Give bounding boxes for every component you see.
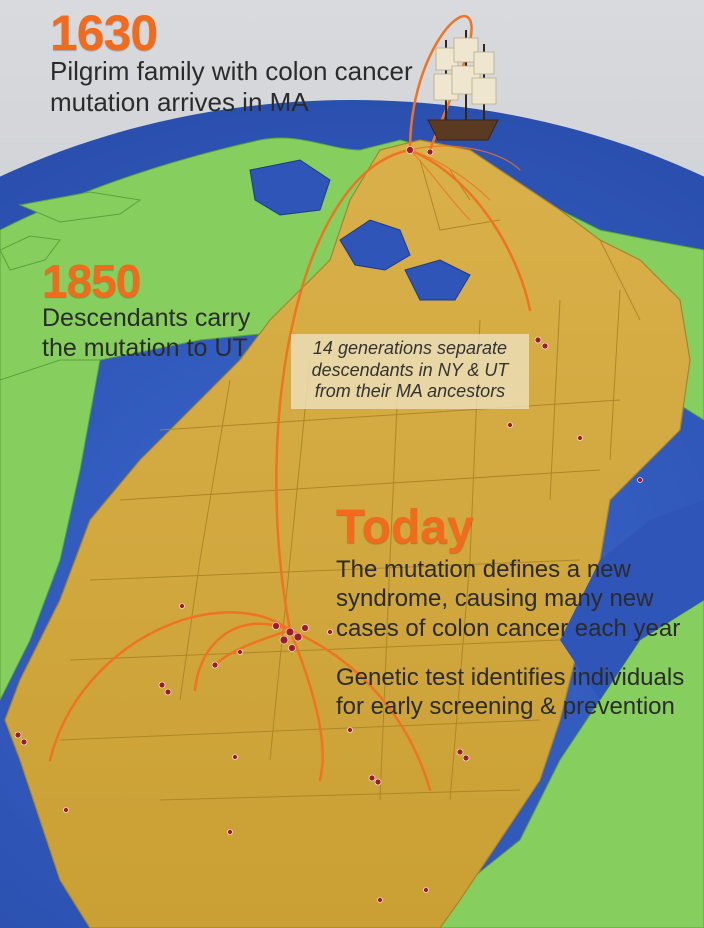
case-marker bbox=[534, 336, 542, 344]
arc-ma-loop bbox=[408, 14, 473, 152]
case-marker bbox=[14, 731, 22, 739]
case-marker bbox=[406, 146, 414, 154]
year-1630-label: 1630 bbox=[50, 5, 158, 61]
case-marker bbox=[456, 748, 464, 756]
case-marker bbox=[507, 422, 513, 428]
case-marker bbox=[227, 829, 233, 835]
case-marker bbox=[232, 754, 238, 760]
year-1850-label: 1850 bbox=[42, 255, 141, 307]
caption-1850: Descendants carry the mutation to UT bbox=[42, 304, 251, 362]
case-marker bbox=[237, 649, 243, 655]
case-marker bbox=[347, 727, 353, 733]
today-caption-syndrome: The mutation defines a new syndrome, cau… bbox=[336, 556, 681, 642]
case-marker bbox=[288, 644, 296, 652]
case-marker bbox=[158, 681, 166, 689]
case-marker bbox=[327, 629, 333, 635]
hudson-bay bbox=[249, 159, 331, 216]
arctic-island bbox=[18, 191, 142, 223]
migration-paths bbox=[48, 14, 532, 792]
case-marker bbox=[426, 148, 434, 156]
case-marker bbox=[374, 778, 382, 786]
great-lakes bbox=[404, 259, 471, 301]
case-marker bbox=[272, 622, 280, 630]
case-marker bbox=[377, 897, 383, 903]
great-lakes bbox=[339, 219, 411, 271]
migration-paths-minor bbox=[409, 145, 521, 221]
case-marker bbox=[211, 661, 219, 669]
case-marker bbox=[577, 435, 583, 441]
case-marker bbox=[462, 754, 470, 762]
case-marker bbox=[164, 688, 172, 696]
case-marker bbox=[293, 632, 303, 642]
arc-ma-to-ny bbox=[408, 148, 532, 312]
case-marker bbox=[20, 738, 28, 746]
case-marker bbox=[368, 774, 376, 782]
arc-ut-to-az bbox=[288, 628, 324, 782]
arc-ut-to-ca bbox=[48, 611, 292, 762]
ship-icon bbox=[427, 30, 499, 141]
arc-ut-to-nm bbox=[288, 628, 432, 792]
west-coast-green bbox=[0, 359, 101, 701]
caption-1630: Pilgrim family with colon cancer mutatio… bbox=[50, 56, 413, 117]
arctic-island bbox=[0, 235, 61, 271]
case-marker bbox=[279, 635, 289, 645]
generations-note: 14 generations separate descendants in N… bbox=[291, 334, 529, 409]
arc-ma-to-ut bbox=[275, 148, 412, 632]
case-marker bbox=[423, 887, 429, 893]
case-marker bbox=[301, 624, 309, 632]
today-caption-screening: Genetic test identifies individuals for … bbox=[336, 664, 685, 721]
case-marker bbox=[179, 603, 185, 609]
case-marker bbox=[541, 342, 549, 350]
case-markers bbox=[14, 146, 643, 903]
case-marker bbox=[637, 477, 643, 483]
today-label: Today bbox=[336, 501, 474, 554]
case-marker bbox=[63, 807, 69, 813]
case-marker bbox=[285, 627, 295, 637]
arc-ut-to-so bbox=[213, 628, 292, 667]
gulf-of-mexico bbox=[560, 500, 704, 700]
